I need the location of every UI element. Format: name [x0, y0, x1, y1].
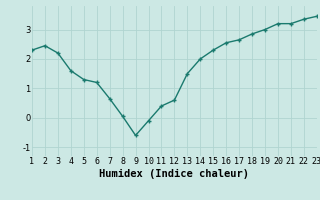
X-axis label: Humidex (Indice chaleur): Humidex (Indice chaleur) [100, 169, 249, 179]
